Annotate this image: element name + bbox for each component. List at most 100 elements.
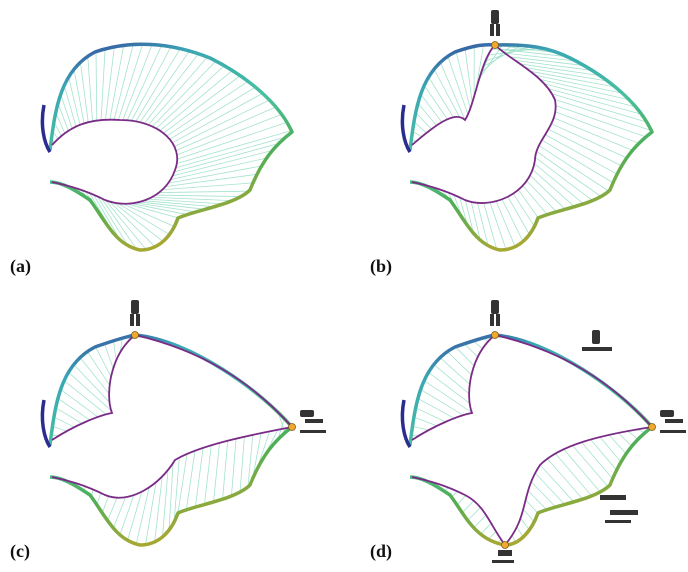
- correspondence-line: [169, 463, 173, 530]
- correspondence-line: [136, 49, 180, 122]
- skater-icon: [660, 410, 686, 433]
- correspondence-line: [474, 515, 486, 528]
- correspondence-line: [64, 381, 106, 415]
- correspondence-line: [457, 495, 466, 505]
- correspondence-lines: [411, 45, 651, 250]
- correspondence-line: [465, 49, 472, 103]
- correspondence-line: [127, 204, 179, 218]
- correspondence-line: [58, 103, 68, 130]
- correspondence-line: [52, 426, 66, 431]
- correspondence-line: [530, 175, 565, 209]
- correspondence-line: [418, 103, 437, 125]
- correspondence-line: [462, 501, 474, 513]
- skater-icon: [582, 330, 612, 351]
- correspondence-line: [628, 431, 638, 439]
- correspondence-line: [69, 77, 80, 125]
- correspondence-line: [96, 347, 112, 377]
- correspondence-line: [165, 174, 257, 186]
- outer-curve: [50, 44, 292, 250]
- curl: [42, 105, 50, 152]
- correspondence-line: [127, 45, 161, 120]
- correspondence-line: [174, 143, 278, 171]
- correspondence-line: [104, 344, 113, 369]
- panel-b: [402, 10, 652, 250]
- correspondence-line: [195, 448, 203, 507]
- skater-icon: [492, 550, 514, 563]
- anchor-point: [502, 542, 509, 549]
- correspondence-line: [214, 443, 220, 502]
- panel-label: (a): [10, 256, 31, 277]
- correspondence-line: [564, 449, 600, 492]
- correspondence-line: [204, 445, 211, 504]
- correspondence-line: [537, 151, 602, 196]
- correspondence-line: [440, 358, 470, 385]
- correspondence-line: [108, 498, 118, 521]
- correspondence-line: [513, 194, 534, 227]
- correspondence-line: [74, 365, 110, 403]
- correspondence-line: [555, 454, 591, 496]
- correspondence-line: [102, 496, 108, 513]
- correspondence-line: [531, 482, 555, 507]
- anchor-point: [492, 332, 499, 339]
- correspondence-line: [113, 341, 116, 361]
- correspondence-line: [448, 56, 468, 114]
- correspondence-line: [481, 523, 491, 534]
- inner-curve: [52, 120, 177, 204]
- correspondence-line: [231, 439, 236, 496]
- correspondence-line: [416, 113, 432, 130]
- correspondence-line: [61, 94, 72, 128]
- correspondence-line: [535, 473, 564, 504]
- correspondence-line: [412, 426, 428, 430]
- correspondence-line: [160, 71, 232, 131]
- panel-label: (d): [370, 541, 392, 562]
- correspondence-line: [533, 170, 575, 207]
- panel-d: [402, 300, 686, 563]
- curl: [402, 400, 410, 447]
- correspondence-line: [418, 399, 454, 419]
- correspondence-line: [131, 47, 170, 121]
- correspondence-line: [447, 352, 471, 375]
- correspondence-line: [545, 135, 617, 175]
- correspondence-line: [518, 190, 538, 218]
- correspondence-line: [105, 47, 114, 120]
- correspondence-lines: [51, 336, 292, 545]
- correspondence-line: [523, 509, 534, 522]
- correspondence-line: [186, 451, 195, 510]
- correspondence-line: [156, 66, 224, 129]
- correspondence-line: [618, 433, 631, 446]
- correspondence-line: [155, 195, 240, 197]
- panel-label: (c): [10, 541, 30, 562]
- anchor-point: [132, 332, 139, 339]
- correspondence-line: [223, 441, 228, 499]
- correspondence-line: [162, 183, 253, 190]
- anchor-point: [492, 42, 499, 49]
- anchor-point: [649, 424, 656, 431]
- correspondence-lines: [51, 44, 291, 249]
- correspondence-line: [600, 437, 621, 462]
- correspondence-line: [159, 191, 249, 192]
- correspondence-line: [80, 62, 88, 122]
- figure: (a) (b) (c) (d): [0, 0, 688, 572]
- correspondence-line: [240, 437, 244, 492]
- correspondence-line: [526, 500, 538, 513]
- correspondence-line: [468, 507, 481, 520]
- correspondence-line: [168, 166, 261, 183]
- correspondence-line: [464, 344, 477, 357]
- correspondence-line: [64, 85, 76, 126]
- correspondence-line: [490, 202, 506, 249]
- outer-curve: [50, 335, 292, 545]
- correspondence-line: [96, 52, 97, 121]
- correspondence-line: [120, 495, 134, 535]
- correspondence-line: [146, 482, 156, 544]
- correspondence-line: [421, 94, 442, 122]
- correspondence-line: [496, 201, 515, 247]
- correspondence-line: [521, 518, 530, 530]
- correspondence-line: [54, 417, 74, 427]
- correspondence-line: [414, 122, 426, 133]
- correspondence-line: [56, 408, 82, 424]
- correspondence-line: [414, 417, 437, 426]
- panel-label: (b): [370, 256, 392, 277]
- correspondence-line: [517, 527, 523, 537]
- correspondence-line: [548, 129, 621, 166]
- skater-icon: [600, 495, 638, 523]
